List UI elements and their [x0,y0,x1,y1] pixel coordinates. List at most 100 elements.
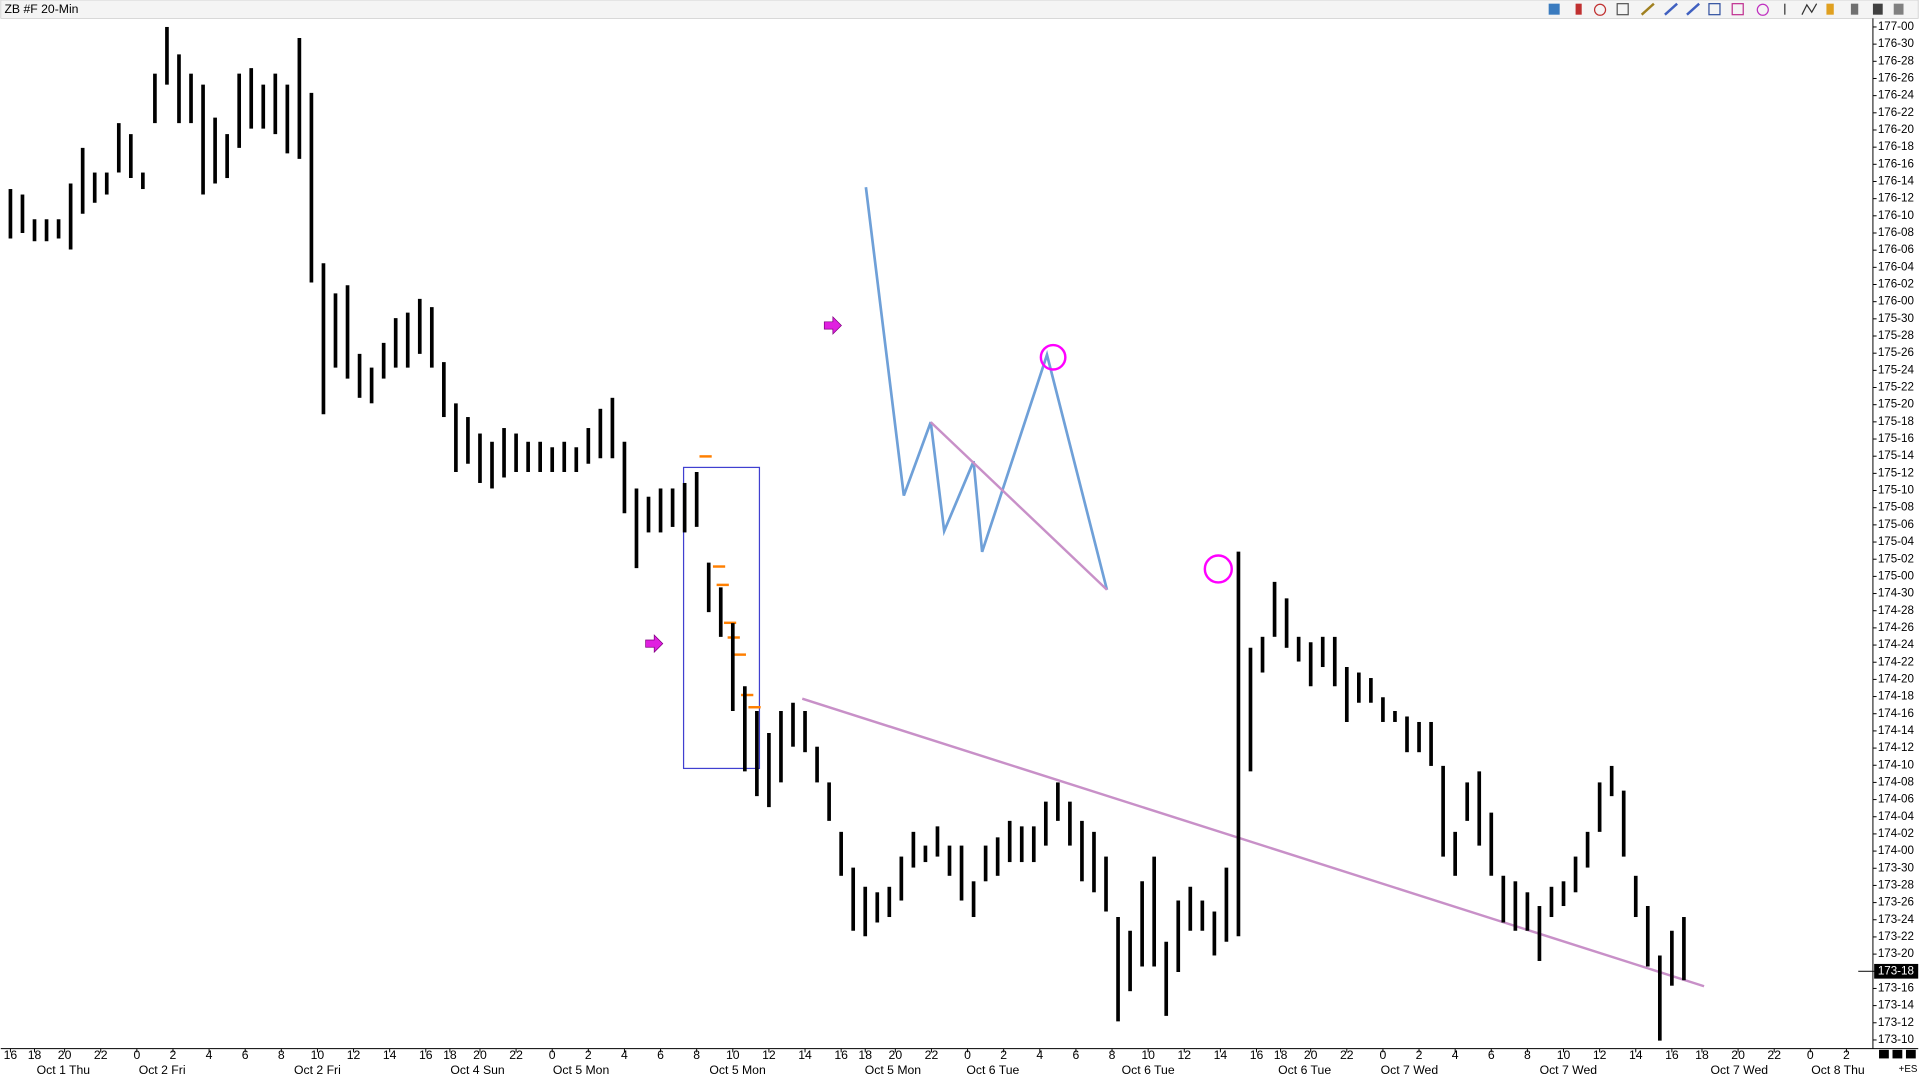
x-tick-label: 2 [1416,1048,1423,1062]
date-label: Oct 5 Mon [865,1063,921,1077]
x-tick-label: 20 [1731,1048,1745,1062]
y-tick-label: 175-00 [1878,569,1914,582]
x-tick-label: 4 [206,1048,213,1062]
y-tick-label: 174-30 [1878,587,1914,600]
corner-button[interactable] [1892,1049,1903,1059]
x-tick-label: 0 [1807,1048,1814,1062]
marker-arrow [645,634,664,654]
date-label: Oct 6 Tue [1278,1063,1331,1077]
x-tick-label: 0 [133,1048,140,1062]
y-tick-label: 173-20 [1878,947,1914,960]
date-label: Oct 1 Thu [37,1063,90,1077]
y-tick-label: 176-06 [1878,243,1914,256]
y-tick-label: 174-08 [1878,775,1914,788]
y-tick-label: 173-28 [1878,878,1914,891]
x-tick-label: 6 [657,1048,664,1062]
tool-icon[interactable] [1616,3,1629,16]
y-tick-label: 173-14 [1878,999,1915,1012]
x-tick-label: 8 [278,1048,285,1062]
x-tick-label: 0 [1380,1048,1387,1062]
y-tick-label: 175-22 [1878,381,1914,394]
y-tick-label: 175-04 [1878,535,1915,548]
y-tick-label: 176-14 [1878,175,1915,188]
tool-icon[interactable] [1801,3,1818,15]
y-tick-label: 173-24 [1878,913,1915,926]
y-tick-label: 174-02 [1878,827,1914,840]
y-tick-label: 173-16 [1878,982,1914,995]
date-label: Oct 7 Wed [1711,1063,1769,1077]
y-tick-label: 175-20 [1878,398,1914,411]
y-tick-label: 174-00 [1878,844,1914,857]
y-tick-label: 174-18 [1878,690,1914,703]
x-tick-label: 12 [1593,1048,1607,1062]
x-tick-label: 10 [311,1048,325,1062]
x-tick-label: 18 [1274,1048,1288,1062]
tool-icon[interactable] [1893,3,1904,15]
tool-icon[interactable] [1664,2,1678,16]
y-tick-label: 176-28 [1878,54,1914,67]
y-tick-label: 176-24 [1878,89,1915,102]
chart-title: ZB #F 20-Min [4,2,78,16]
y-tick-label: 174-12 [1878,741,1914,754]
x-tick-label: 10 [726,1048,740,1062]
y-tick-label: 176-18 [1878,140,1914,153]
y-tick-label: 173-10 [1878,1033,1914,1046]
date-label: Oct 7 Wed [1381,1063,1439,1077]
y-tick-label: 176-16 [1878,157,1914,170]
tool-icon[interactable] [1640,2,1655,16]
marker-circle [1203,554,1233,584]
x-tick-label: 2 [585,1048,592,1062]
y-tick-label: 173-12 [1878,1016,1914,1029]
corner-button[interactable] [1879,1049,1889,1059]
y-tick-label: 175-26 [1878,346,1914,359]
x-tick-label: 16 [4,1048,18,1062]
tool-icon[interactable] [1575,3,1582,15]
x-tick-label: 20 [58,1048,72,1062]
date-label: Oct 8 Thu [1811,1063,1864,1077]
tool-icon[interactable] [1548,3,1560,15]
x-tick-label: 14 [1214,1048,1228,1062]
y-tick-label: 175-06 [1878,518,1914,531]
x-tick-label: 8 [1109,1048,1116,1062]
plot: 173-10 173-12 173-14 173-16 173-18 173-20 173-… [4,20,1919,1077]
corner-button[interactable] [1905,1049,1916,1059]
x-tick-label: 8 [1524,1048,1531,1062]
x-tick-label: 16 [1250,1048,1264,1062]
tool-icon[interactable] [1872,3,1883,15]
x-tick-label: 4 [1036,1048,1043,1062]
tool-icon[interactable] [1756,3,1769,16]
tool-icon[interactable] [1686,2,1700,16]
tool-icon[interactable] [1850,3,1859,15]
date-label: Oct 4 Sun [450,1063,504,1077]
date-label: Oct 5 Mon [553,1063,609,1077]
y-tick-label: 174-20 [1878,672,1914,685]
x-tick-label: 6 [1073,1048,1080,1062]
x-tick-label: 18 [1695,1048,1709,1062]
title-bar [0,0,1919,19]
x-tick-label: 22 [925,1048,939,1062]
y-tick-label: 174-22 [1878,655,1914,668]
tool-icon[interactable] [1826,3,1834,15]
x-tick-label: 4 [621,1048,628,1062]
x-tick-label: 2 [1843,1048,1850,1062]
y-tick-label: 174-26 [1878,621,1914,634]
x-tick-label: 10 [1141,1048,1155,1062]
y-tick-label: 175-02 [1878,552,1914,565]
highlight-box [682,466,761,770]
y-tick-label: 175-18 [1878,415,1914,428]
x-tick-label: 0 [549,1048,556,1062]
x-tick-label: 16 [1665,1048,1679,1062]
tool-icon[interactable] [1708,3,1721,16]
y-tick-label: 175-12 [1878,466,1914,479]
y-tick-label: 175-14 [1878,449,1915,462]
y-tick-label: 174-24 [1878,638,1915,651]
tool-icon[interactable] [1593,3,1607,16]
y-tick-label: 176-00 [1878,295,1914,308]
tool-icon[interactable] [1731,3,1744,16]
y-tick-label: 174-04 [1878,810,1915,823]
x-tick-label: 14 [383,1048,397,1062]
x-tick-label: 2 [1000,1048,1007,1062]
